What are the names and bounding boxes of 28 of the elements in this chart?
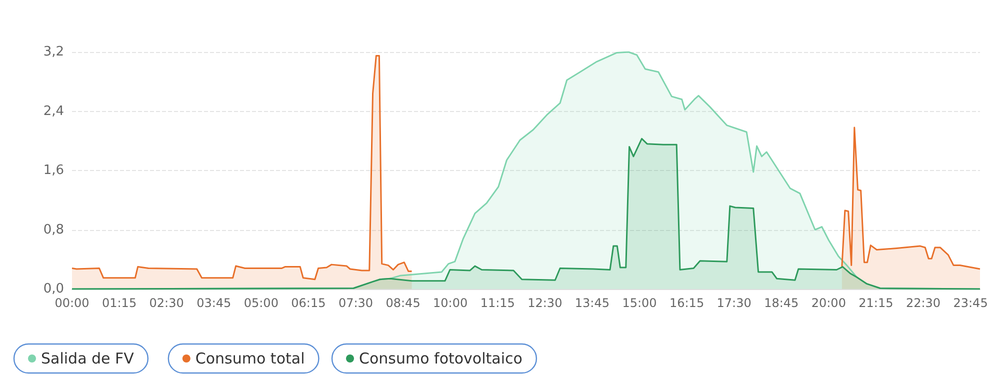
x-tick-label: 20:00 <box>811 296 846 310</box>
legend-label: Salida de FV <box>41 350 135 368</box>
y-tick-label: 0,8 <box>43 222 64 238</box>
x-tick-label: 15:00 <box>622 296 657 310</box>
x-tick-label: 21:15 <box>858 296 894 310</box>
x-tick-label: 05:00 <box>244 296 278 310</box>
x-tick-label: 16:15 <box>669 296 704 310</box>
x-tick-label: 18:45 <box>764 296 799 310</box>
y-tick-label: 0,0 <box>43 282 64 296</box>
x-tick-label: 06:15 <box>291 296 326 310</box>
x-tick-label: 02:30 <box>149 296 184 310</box>
x-tick-label: 00:00 <box>54 296 90 310</box>
x-tick-label: 08:45 <box>386 296 420 310</box>
x-tick-label: 12:30 <box>528 296 562 310</box>
x-tick-label: 01:15 <box>102 296 137 310</box>
x-tick-label: 11:15 <box>480 296 515 310</box>
legend-label: Consumo total <box>195 350 305 368</box>
x-tick-label: 23:45 <box>953 296 988 310</box>
x-tick-label: 17:30 <box>716 296 752 310</box>
x-tick-label: 03:45 <box>196 296 232 310</box>
x-tick-label: 13:45 <box>574 296 610 310</box>
legend-label: Consumo fotovoltaico <box>359 350 522 368</box>
y-tick-label: 2,4 <box>43 104 64 119</box>
x-tick-label: 07:30 <box>338 296 374 310</box>
y-tick-label: 1,6 <box>43 163 64 178</box>
x-tick-label: 22:30 <box>906 296 941 310</box>
x-tick-label: 10:00 <box>433 296 468 310</box>
y-tick-label: 3,2 <box>43 44 64 60</box>
